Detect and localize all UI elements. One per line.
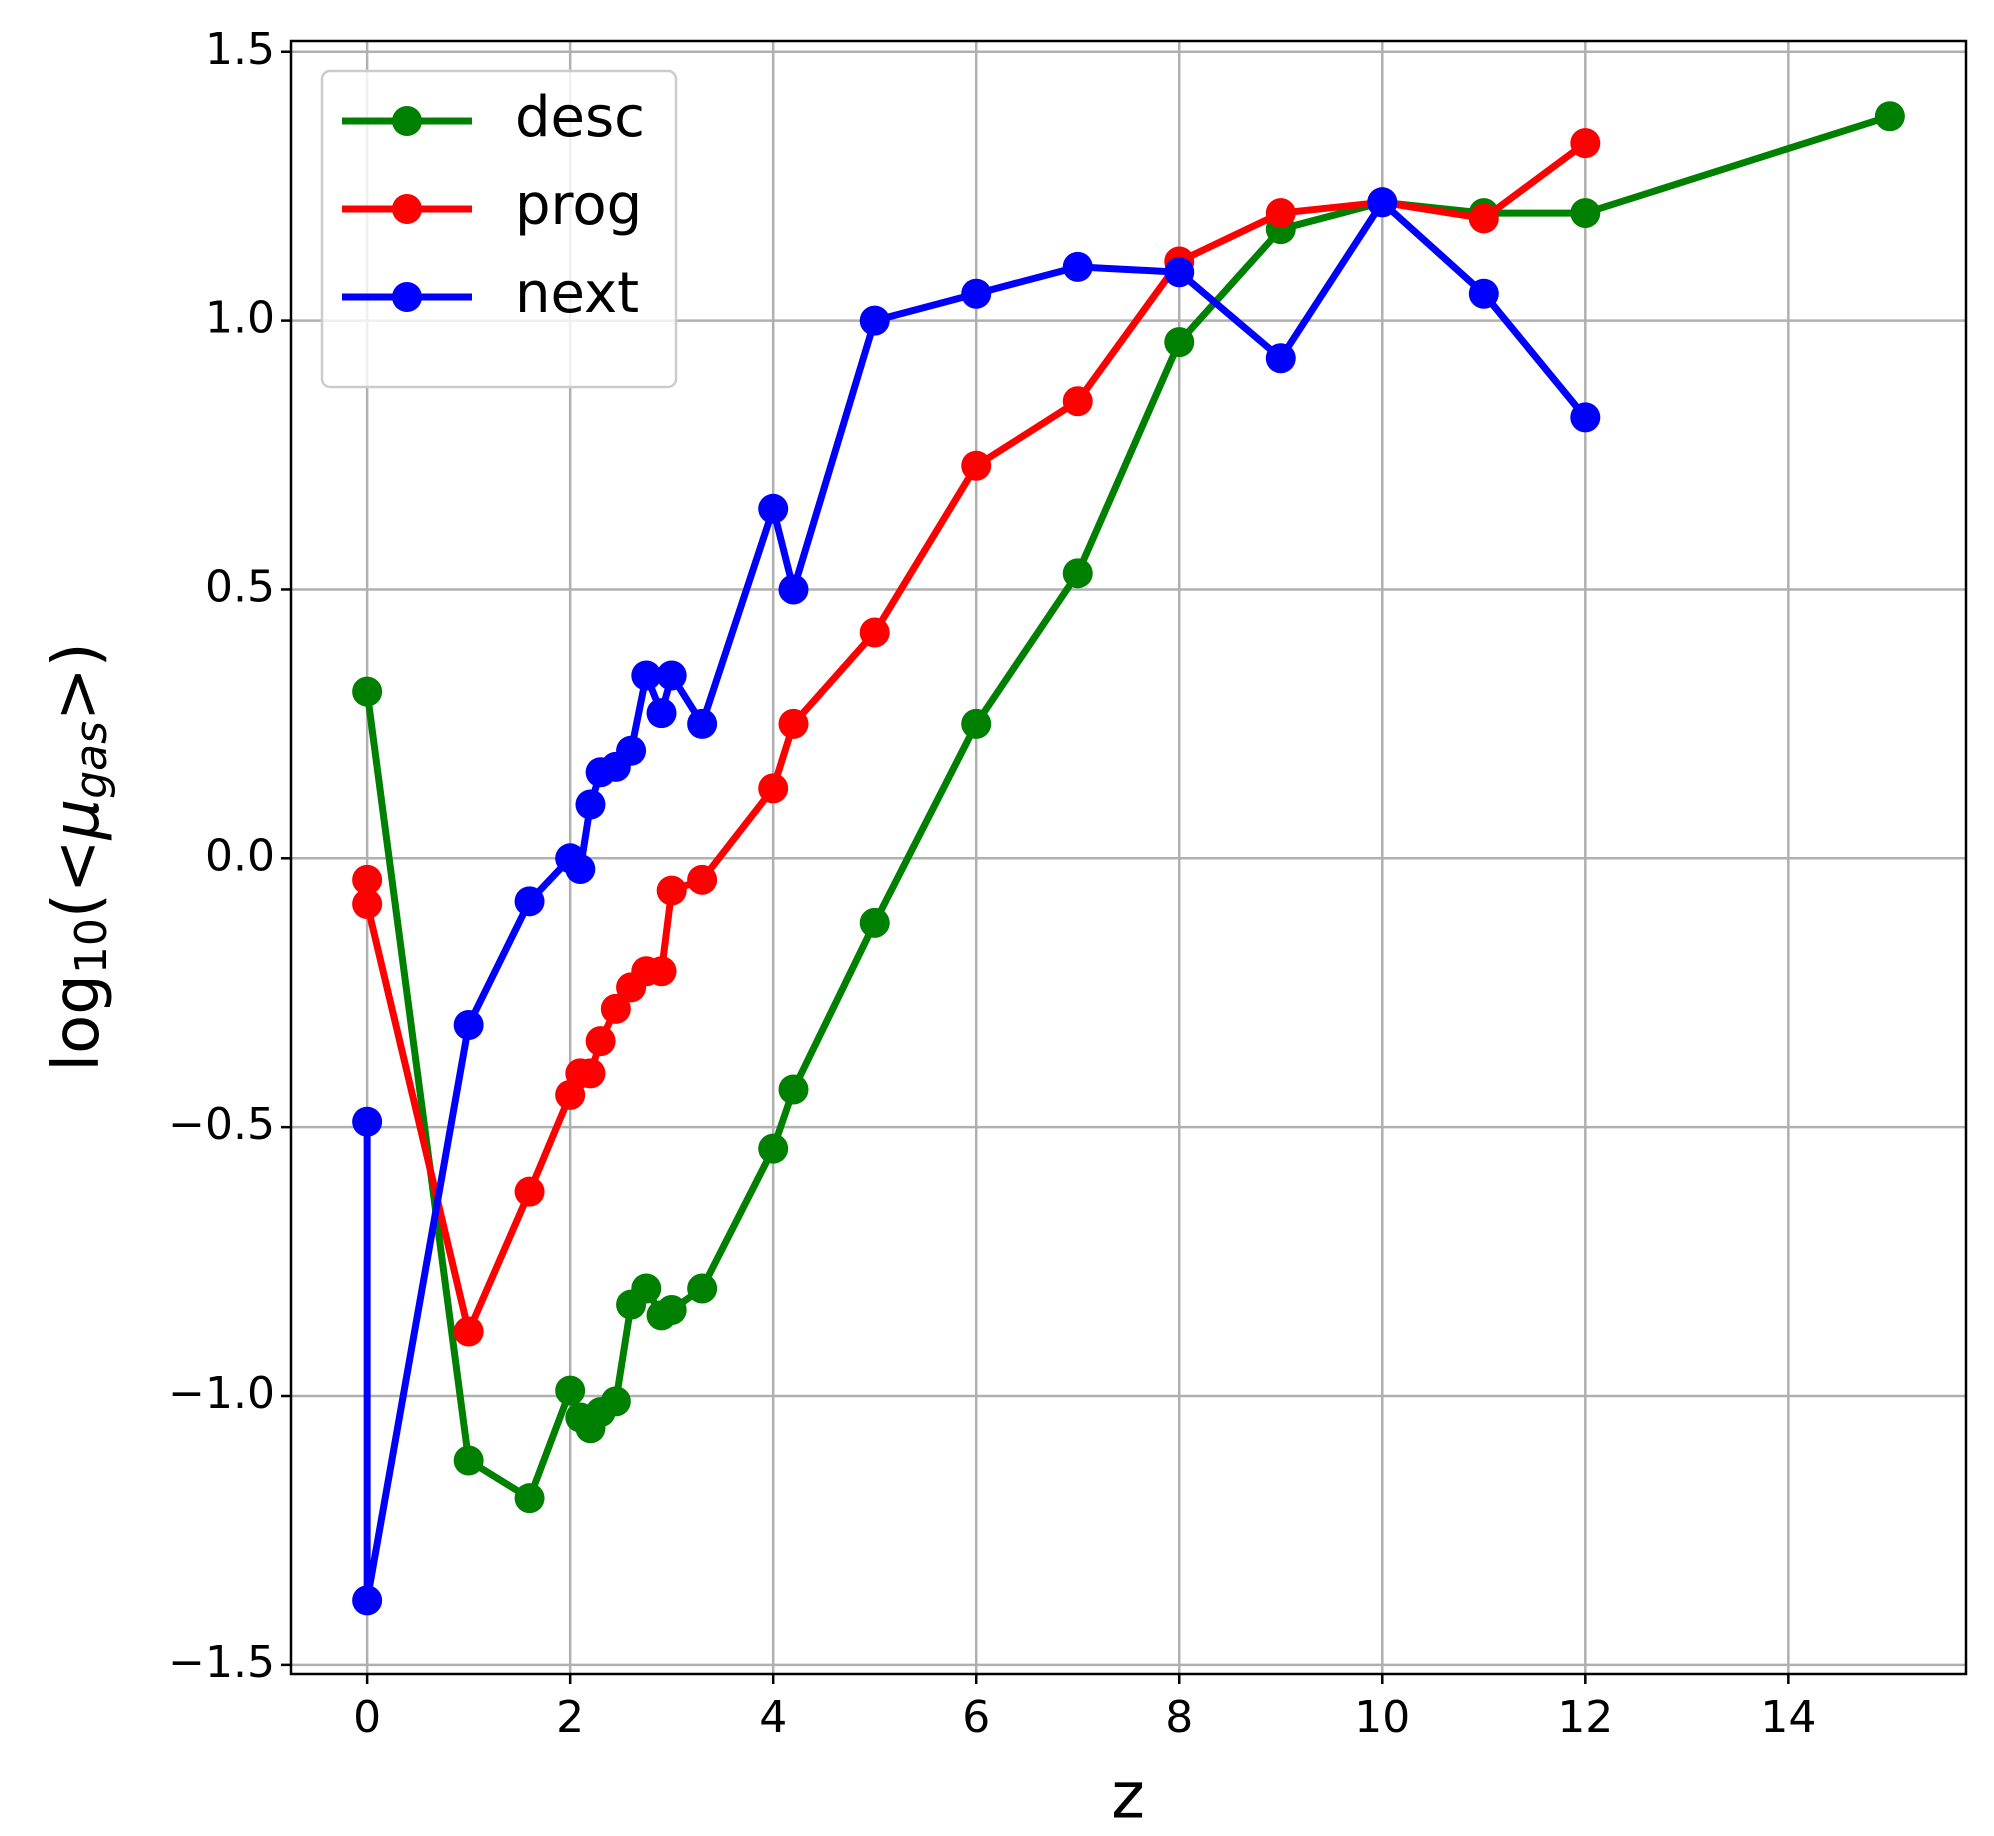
y-label-part: 10 (66, 918, 117, 974)
marker (1468, 278, 1499, 309)
x-tick-label: 4 (759, 1692, 787, 1743)
marker (1062, 251, 1093, 282)
legend-marker (392, 282, 422, 312)
y-axis-label: log10(<μgas>) (40, 642, 117, 1071)
marker (687, 1273, 718, 1304)
y-label-part: >) (40, 642, 114, 721)
marker (352, 864, 383, 895)
marker (778, 1074, 809, 1105)
y-tick-label: 1.5 (205, 24, 275, 75)
marker (859, 305, 890, 336)
y-tick-label: −1.0 (168, 1368, 275, 1419)
marker (565, 854, 596, 885)
x-tick-label: 12 (1557, 1692, 1613, 1743)
y-tick-label: −1.5 (168, 1637, 275, 1688)
marker (1570, 402, 1601, 433)
marker (453, 1009, 484, 1040)
marker (1367, 187, 1398, 218)
marker (352, 676, 383, 707)
marker (352, 1106, 383, 1137)
marker (514, 1483, 545, 1514)
y-tick-label: 0.5 (205, 561, 275, 612)
marker (585, 1026, 616, 1057)
marker (758, 1133, 789, 1164)
x-tick-label: 10 (1354, 1692, 1410, 1743)
marker (600, 993, 631, 1024)
x-tick-label: 2 (556, 1692, 584, 1743)
marker (656, 660, 687, 691)
y-label-part: log (40, 974, 114, 1072)
marker (616, 735, 647, 766)
legend-label: prog (515, 173, 642, 238)
y-tick-label: 1.0 (205, 293, 275, 344)
marker (1265, 343, 1296, 374)
marker (656, 1294, 687, 1325)
x-tick-label: 6 (962, 1692, 990, 1743)
plot-frame (289, 39, 1968, 1676)
marker (1062, 558, 1093, 589)
marker (1570, 128, 1601, 159)
marker (575, 789, 606, 820)
marker (555, 1375, 586, 1406)
marker (1570, 198, 1601, 229)
legend-marker (392, 194, 422, 224)
marker (631, 1273, 662, 1304)
marker (656, 875, 687, 906)
marker (600, 1386, 631, 1417)
legend-marker (392, 106, 422, 136)
marker (961, 450, 992, 481)
marker (1164, 257, 1195, 288)
marker (514, 886, 545, 917)
y-tick-label: −0.5 (168, 1099, 275, 1150)
marker (575, 1058, 606, 1089)
x-axis-label: z (1111, 1760, 1145, 1834)
x-tick-label: 14 (1760, 1692, 1816, 1743)
marker (646, 698, 677, 729)
marker (352, 1585, 383, 1616)
marker (859, 907, 890, 938)
marker (1468, 203, 1499, 234)
y-label-part: μ (40, 799, 114, 841)
marker (758, 773, 789, 804)
marker (453, 1445, 484, 1476)
marker (1874, 101, 1905, 132)
y-label-part: gas (66, 721, 117, 799)
marker (453, 1316, 484, 1347)
marker (687, 708, 718, 739)
marker (1164, 327, 1195, 358)
x-tick-label: 0 (353, 1692, 381, 1743)
marker (961, 708, 992, 739)
marker (778, 574, 809, 605)
y-label-part: (< (40, 839, 114, 918)
marker (514, 1176, 545, 1207)
y-tick-label: 0.0 (205, 830, 275, 881)
marker (687, 864, 718, 895)
series-line (363, 140, 1588, 1335)
marker (352, 889, 383, 920)
marker (631, 660, 662, 691)
marker (1062, 386, 1093, 417)
marker (758, 493, 789, 524)
legend-label: next (515, 261, 639, 326)
x-tick-label: 8 (1165, 1692, 1193, 1743)
marker (859, 617, 890, 648)
marker (646, 956, 677, 987)
marker (961, 278, 992, 309)
marker (778, 708, 809, 739)
legend-label: desc (515, 85, 645, 150)
marker (1265, 198, 1296, 229)
